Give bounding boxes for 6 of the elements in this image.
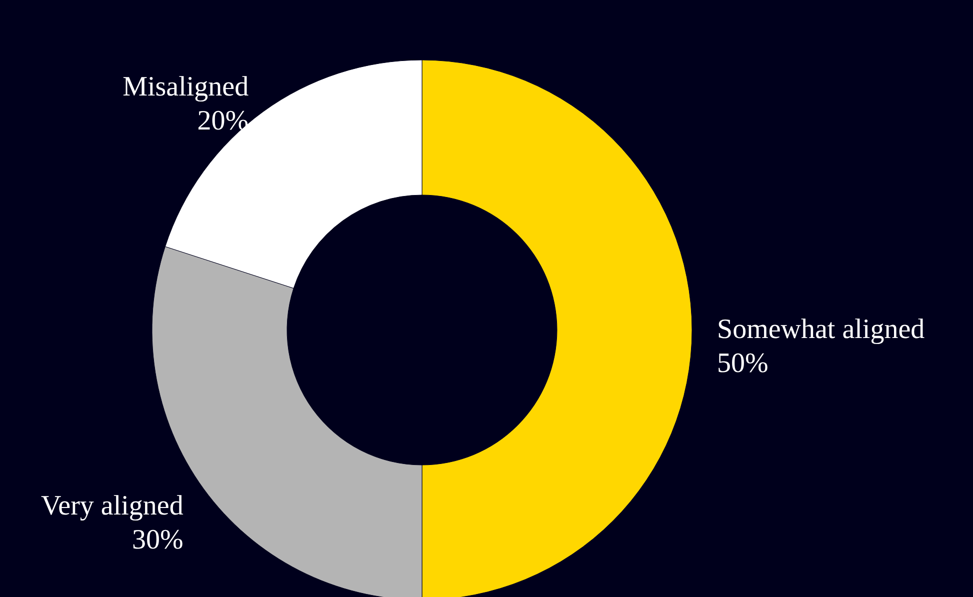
slice-label: Somewhat aligned bbox=[717, 314, 925, 345]
data-label: 30% bbox=[132, 524, 184, 556]
slice-label: Misaligned bbox=[122, 71, 249, 102]
slice-label: Very aligned bbox=[41, 490, 184, 522]
data-label: 20% bbox=[197, 105, 249, 136]
data-label: 50% bbox=[717, 348, 768, 379]
